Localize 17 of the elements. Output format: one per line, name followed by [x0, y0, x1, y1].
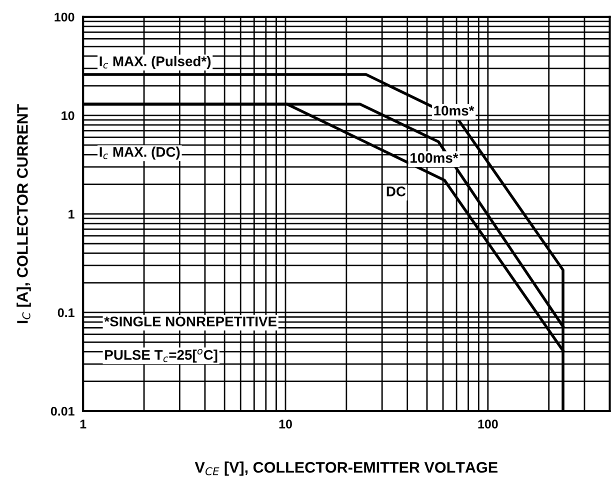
x-tick-label: 100: [478, 420, 498, 429]
series-label: 100ms*: [410, 153, 458, 163]
annotation: PULSE T$_{c}$=25[$^{o}$C]: [105, 348, 218, 363]
y-tick-label: 1: [68, 210, 74, 218]
y-tick-label: 100: [54, 12, 74, 22]
annotation: I$_{c}$ MAX. (DC): [100, 146, 180, 160]
annotation: I$_{c}$ MAX. (Pulsed*): [100, 56, 211, 69]
series-label: 10ms*: [434, 106, 474, 116]
x-tick-label: 1: [80, 420, 86, 428]
y-tick-label: 0.1: [58, 308, 74, 318]
y-tick-label: 10: [62, 111, 74, 120]
series-label: DC: [386, 186, 406, 196]
annotation: *SINGLE NONREPETITIVE: [104, 316, 276, 326]
x-tick-label: 10: [279, 420, 292, 429]
y-tick-label: 0.01: [50, 406, 74, 416]
x-axis-title: V$_{CE}$ [V], COLLECTOR-EMITTER VOLTAGE: [194, 462, 498, 476]
y-axis-title: I$_{C}$ [A], COLLECTOR CURRENT: [16, 104, 31, 324]
